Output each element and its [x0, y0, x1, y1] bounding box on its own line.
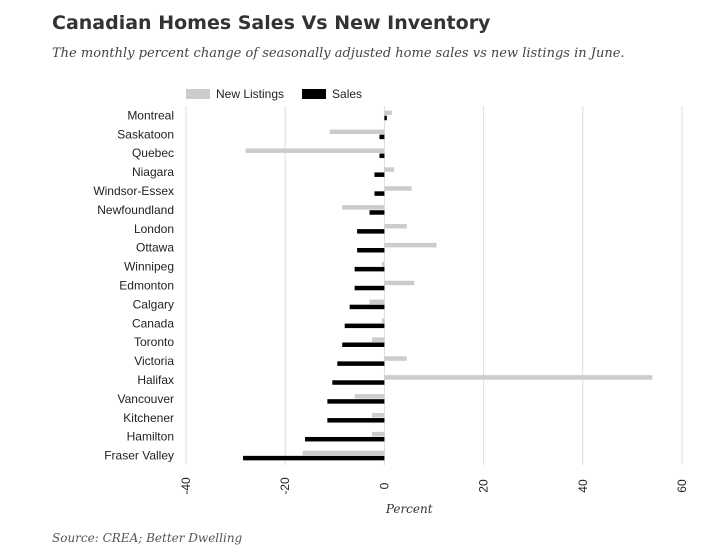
bar-new-listings: [384, 356, 407, 361]
bar-sales: [327, 418, 385, 423]
bar-new-listings: [372, 431, 385, 437]
bar-new-listings: [342, 205, 385, 210]
bar-new-listings: [384, 242, 437, 248]
bar-new-listings: [381, 318, 385, 323]
bar-sales: [357, 248, 385, 253]
bar-sales: [357, 229, 385, 234]
bar-new-listings: [384, 375, 653, 380]
chart-subtitle: The monthly percent change of seasonally…: [52, 46, 625, 61]
category-label: Newfoundland: [97, 203, 174, 217]
category-label: Hamilton: [127, 430, 174, 444]
bar-new-listings: [384, 186, 412, 191]
category-label: Kitchener: [123, 411, 174, 425]
bar-sales: [342, 342, 385, 347]
bar-sales: [337, 361, 385, 366]
category-label: Canada: [132, 316, 174, 330]
bar-new-listings: [384, 167, 395, 172]
category-label: Halifax: [137, 373, 174, 387]
category-label: Niagara: [132, 165, 174, 179]
bar-new-listings: [384, 224, 407, 229]
category-label: Ottawa: [136, 241, 174, 255]
bar-new-listings: [329, 129, 385, 135]
bar-new-listings: [384, 280, 415, 286]
legend-swatch-sales: [302, 89, 327, 99]
category-label: London: [134, 222, 174, 236]
legend-label-sales: Sales: [332, 87, 363, 101]
category-label: Windsor-Essex: [93, 184, 174, 198]
source-note: Source: CREA; Better Dwelling: [52, 531, 243, 545]
x-tick-label: -20: [278, 477, 292, 495]
legend-label-new-listings: New Listings: [216, 87, 285, 101]
bar-new-listings: [245, 148, 385, 153]
legend-item-sales: Sales: [302, 87, 362, 101]
category-label: Montreal: [127, 108, 174, 122]
legend-item-new-listings: New Listings: [186, 87, 284, 101]
bar-sales: [374, 191, 385, 196]
x-tick-label: 20: [477, 479, 491, 493]
legend-swatch-new-listings: [186, 89, 210, 99]
x-tick-label: -40: [179, 477, 193, 495]
bar-new-listings: [372, 412, 385, 418]
category-label: Vancouver: [118, 392, 174, 406]
category-label: Calgary: [133, 297, 174, 311]
bar-sales: [369, 210, 385, 215]
bar-sales: [243, 455, 385, 461]
x-tick-label: 40: [576, 479, 590, 493]
legend: New Listings Sales: [186, 87, 380, 101]
chart-title: Canadian Homes Sales Vs New Inventory: [52, 12, 491, 34]
bar-new-listings: [381, 261, 385, 267]
bar-sales: [305, 436, 385, 442]
bar-sales: [354, 285, 385, 291]
bar-sales: [327, 399, 385, 404]
bar-sales: [384, 115, 387, 121]
category-label: Saskatoon: [117, 127, 174, 141]
bar-sales: [349, 304, 385, 310]
x-tick-label: 0: [377, 482, 391, 489]
category-label: Toronto: [134, 335, 174, 349]
bar-new-listings: [354, 394, 385, 399]
bar-sales: [379, 153, 385, 159]
category-label: Fraser Valley: [104, 449, 174, 463]
bar-new-listings: [369, 299, 385, 305]
x-axis-title: Percent: [385, 502, 433, 516]
x-tick-label: 60: [675, 479, 689, 493]
bar-new-listings: [302, 450, 385, 456]
bar-new-listings: [372, 337, 385, 342]
category-label: Victoria: [134, 354, 174, 368]
bar-sales: [354, 266, 385, 272]
category-label: Winnipeg: [124, 260, 174, 274]
bar-new-listings: [384, 110, 392, 116]
bar-sales: [344, 323, 385, 329]
bar-sales: [379, 134, 385, 140]
category-label: Quebec: [132, 146, 174, 160]
category-label: Edmonton: [119, 279, 174, 293]
bar-sales: [374, 172, 385, 177]
bar-sales: [332, 380, 385, 385]
